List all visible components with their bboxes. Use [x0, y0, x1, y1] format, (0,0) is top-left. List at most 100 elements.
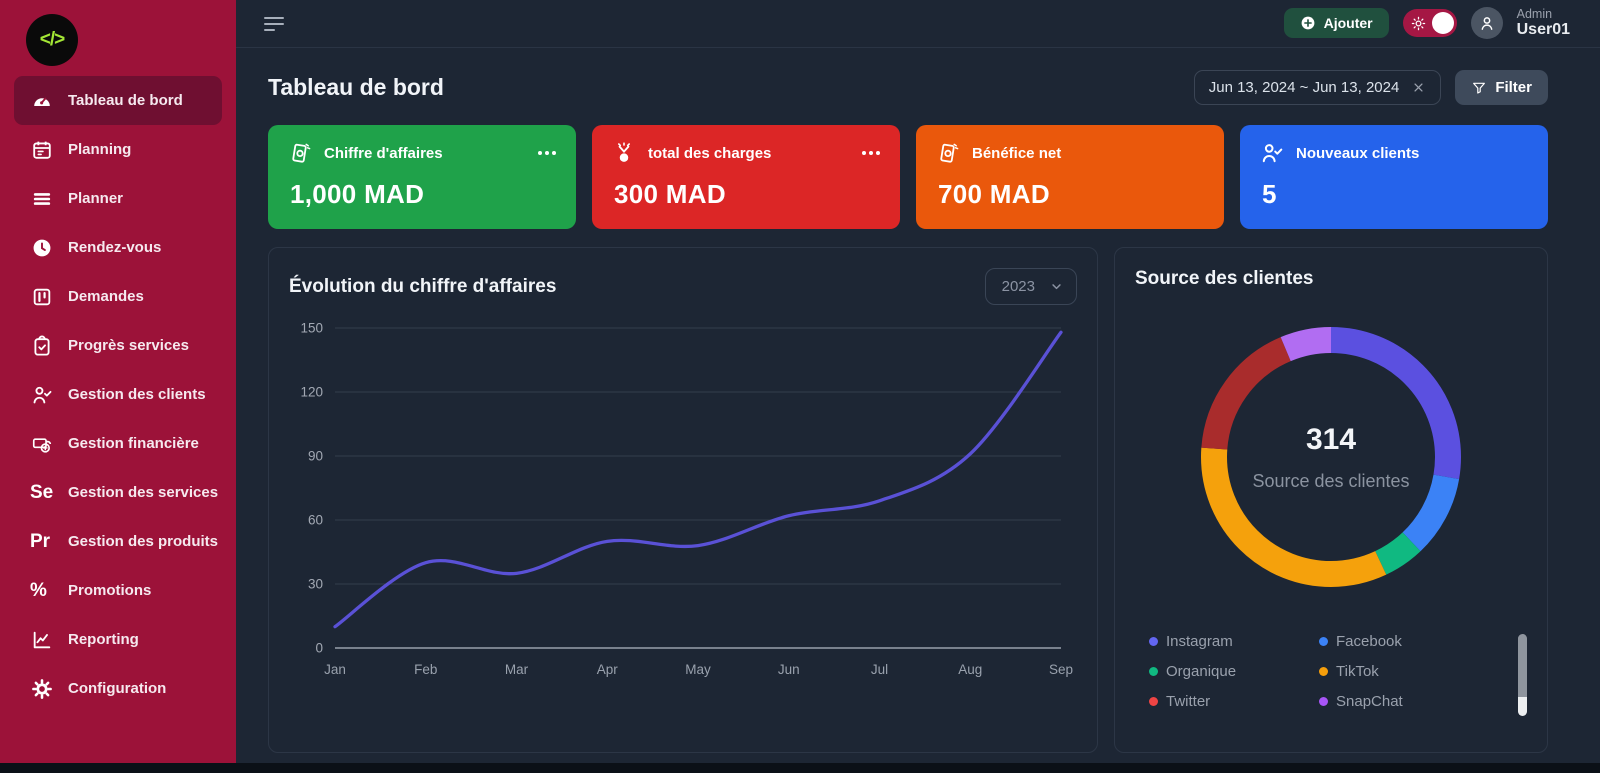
funnel-icon: [1471, 80, 1487, 96]
donut-chart-title: Source des clientes: [1135, 268, 1314, 289]
sidebar-item-planner[interactable]: Planner: [0, 174, 236, 223]
sidebar-item-gestion-des-produits[interactable]: Pr Gestion des produits: [0, 517, 236, 566]
svg-text:Feb: Feb: [414, 662, 437, 677]
svg-text:Jul: Jul: [871, 662, 888, 677]
legend-dot: [1319, 696, 1328, 706]
legend-label: Organique: [1166, 662, 1237, 680]
scrollbar-track: [1518, 697, 1527, 716]
topbar-right: Ajouter Admin User01: [1283, 7, 1570, 40]
legend-label: Instagram: [1166, 632, 1233, 650]
legend-label: SnapChat: [1336, 692, 1403, 710]
legend-dot: [1149, 696, 1158, 706]
sidebar-item-gestion-des-services[interactable]: Se Gestion des services: [0, 468, 236, 517]
clipboard-check-icon: [30, 334, 54, 358]
sidebar-item-reporting[interactable]: Reporting: [0, 615, 236, 664]
money-icon: [30, 432, 54, 456]
date-range-value: Jun 13, 2024 ~ Jun 13, 2024: [1208, 79, 1400, 96]
stat-card-chiffre-d-affaires: Chiffre d'affaires 1,000 MAD: [268, 125, 576, 229]
legend-item-snapchat[interactable]: SnapChat: [1319, 692, 1527, 710]
sidebar-item-promotions[interactable]: % Promotions: [0, 566, 236, 615]
legend-dot: [1319, 636, 1328, 646]
stat-card-value: 5: [1262, 179, 1277, 209]
user-info: Admin User01: [1517, 7, 1570, 40]
year-select[interactable]: 2023: [984, 268, 1077, 305]
svg-text:0: 0: [315, 641, 323, 656]
sidebar-item-demandes[interactable]: Demandes: [0, 272, 236, 321]
app-logo[interactable]: </>: [26, 14, 78, 66]
sidebar-item-tableau-de-bord[interactable]: Tableau de bord: [14, 76, 222, 125]
svg-text:Jan: Jan: [324, 662, 346, 677]
plus-circle-icon: [1300, 15, 1316, 31]
add-button-label: Ajouter: [1323, 15, 1373, 32]
sidebar-item-configuration[interactable]: Configuration: [0, 664, 236, 713]
filter-button[interactable]: Filter: [1455, 70, 1548, 105]
legend-dot: [1149, 636, 1158, 646]
content-header: Tableau de bord Jun 13, 2024 ~ Jun 13, 2…: [268, 70, 1548, 105]
line-chart: 0 30 60 90 120 150 Jan Feb Mar Apr May Jun Jul Aug Sep: [289, 315, 1077, 697]
sidebar-item-label: Gestion des services: [68, 484, 219, 501]
card-menu-dots[interactable]: [538, 147, 556, 159]
theme-toggle[interactable]: [1402, 9, 1457, 38]
sun-icon: [1410, 15, 1427, 32]
panels-row: Évolution du chiffre d'affaires 2023 0 30…: [268, 247, 1548, 753]
stat-card-value: 300 MAD: [614, 179, 726, 209]
scrollbar-thumb[interactable]: [1518, 634, 1527, 698]
add-button[interactable]: Ajouter: [1283, 8, 1389, 39]
user-avatar[interactable]: [1470, 7, 1503, 40]
sidebar-item-label: Gestion des clients: [68, 386, 206, 403]
donut-ring: [1196, 322, 1466, 592]
stat-card-label: Nouveaux clients: [1296, 144, 1420, 162]
filter-controls: Jun 13, 2024 ~ Jun 13, 2024 Filter: [1193, 70, 1548, 105]
stat-cards-row: Chiffre d'affaires 1,000 MAD total des cha…: [268, 125, 1548, 229]
sidebar-item-label: Planner: [68, 190, 124, 207]
svg-text:May: May: [685, 662, 711, 677]
sidebar-item-planning[interactable]: Planning: [0, 125, 236, 174]
money-bills-icon: [288, 141, 312, 165]
legend-item-organique[interactable]: Organique: [1149, 662, 1319, 680]
legend-label: Twitter: [1166, 692, 1211, 710]
sidebar-item-label: Promotions: [68, 582, 152, 599]
card-menu-dots[interactable]: [862, 147, 880, 159]
svg-text:30: 30: [308, 577, 323, 592]
sidebar-item-label: Gestion des produits: [68, 533, 219, 550]
kanban-icon: [30, 285, 54, 309]
calendar-icon: [30, 138, 54, 162]
chart-title: Évolution du chiffre d'affaires: [289, 275, 557, 297]
chevron-down-icon: [1049, 279, 1064, 294]
client-source-card: Source des clientes 314 Source des clien…: [1114, 247, 1548, 753]
user-check-icon: [1260, 141, 1284, 165]
svg-text:60: 60: [308, 513, 323, 528]
legend-scrollbar[interactable]: [1518, 634, 1527, 716]
stat-card-b-n-fice-net: Bénéfice net 700 MAD: [916, 125, 1224, 229]
person-icon: [1477, 13, 1497, 33]
legend-item-facebook[interactable]: Facebook: [1319, 632, 1527, 650]
topbar: Ajouter Admin User01: [236, 0, 1600, 48]
filter-button-label: Filter: [1495, 79, 1532, 96]
revenue-chart-card: Évolution du chiffre d'affaires 2023 0 30…: [268, 247, 1098, 753]
stat-card-label: Bénéfice net: [972, 144, 1062, 162]
close-icon[interactable]: [1411, 80, 1426, 95]
date-range-picker[interactable]: Jun 13, 2024 ~ Jun 13, 2024: [1193, 70, 1442, 105]
legend-item-instagram[interactable]: Instagram: [1149, 632, 1319, 650]
rows-icon: [30, 187, 54, 211]
money-bills-icon: [936, 141, 960, 165]
sidebar-item-label: Gestion financière: [68, 435, 199, 452]
sidebar-item-gestion-financi-re[interactable]: Gestion financière: [0, 419, 236, 468]
legend-item-tiktok[interactable]: TikTok: [1319, 662, 1527, 680]
sidebar-item-rendez-vous[interactable]: Rendez-vous: [0, 223, 236, 272]
sidebar-item-gestion-des-clients[interactable]: Gestion des clients: [0, 370, 236, 419]
stat-card-value: 700 MAD: [938, 179, 1050, 209]
sidebar-item-label: Tableau de bord: [68, 92, 183, 109]
menu-toggle-icon[interactable]: [264, 16, 284, 31]
sidebar-item-label: Planning: [68, 141, 132, 158]
stat-card-total-des-charges: total des charges 300 MAD: [592, 125, 900, 229]
stat-card-value: 1,000 MAD: [290, 179, 425, 209]
gear-icon: [30, 677, 54, 701]
stat-card-label: total des charges: [648, 144, 772, 162]
legend-item-twitter[interactable]: Twitter: [1149, 692, 1319, 710]
sidebar-item-label: Reporting: [68, 631, 139, 648]
svg-text:150: 150: [300, 321, 323, 336]
chart-header: Évolution du chiffre d'affaires 2023: [289, 268, 1077, 305]
sidebar-item-progr-s-services[interactable]: Progrès services: [0, 321, 236, 370]
